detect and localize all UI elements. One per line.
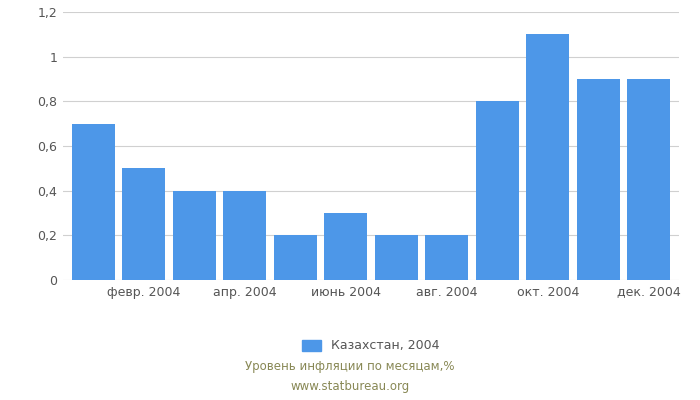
Bar xyxy=(173,191,216,280)
Text: Уровень инфляции по месяцам,%: Уровень инфляции по месяцам,% xyxy=(245,360,455,373)
Bar xyxy=(526,34,569,280)
Bar xyxy=(324,213,368,280)
Bar xyxy=(476,101,519,280)
Bar xyxy=(374,235,418,280)
Text: www.statbureau.org: www.statbureau.org xyxy=(290,380,410,393)
Bar xyxy=(577,79,620,280)
Bar xyxy=(426,235,468,280)
Bar xyxy=(72,124,115,280)
Bar xyxy=(122,168,165,280)
Bar xyxy=(223,191,266,280)
Legend: Казахстан, 2004: Казахстан, 2004 xyxy=(298,334,444,358)
Bar xyxy=(274,235,316,280)
Bar xyxy=(627,79,670,280)
